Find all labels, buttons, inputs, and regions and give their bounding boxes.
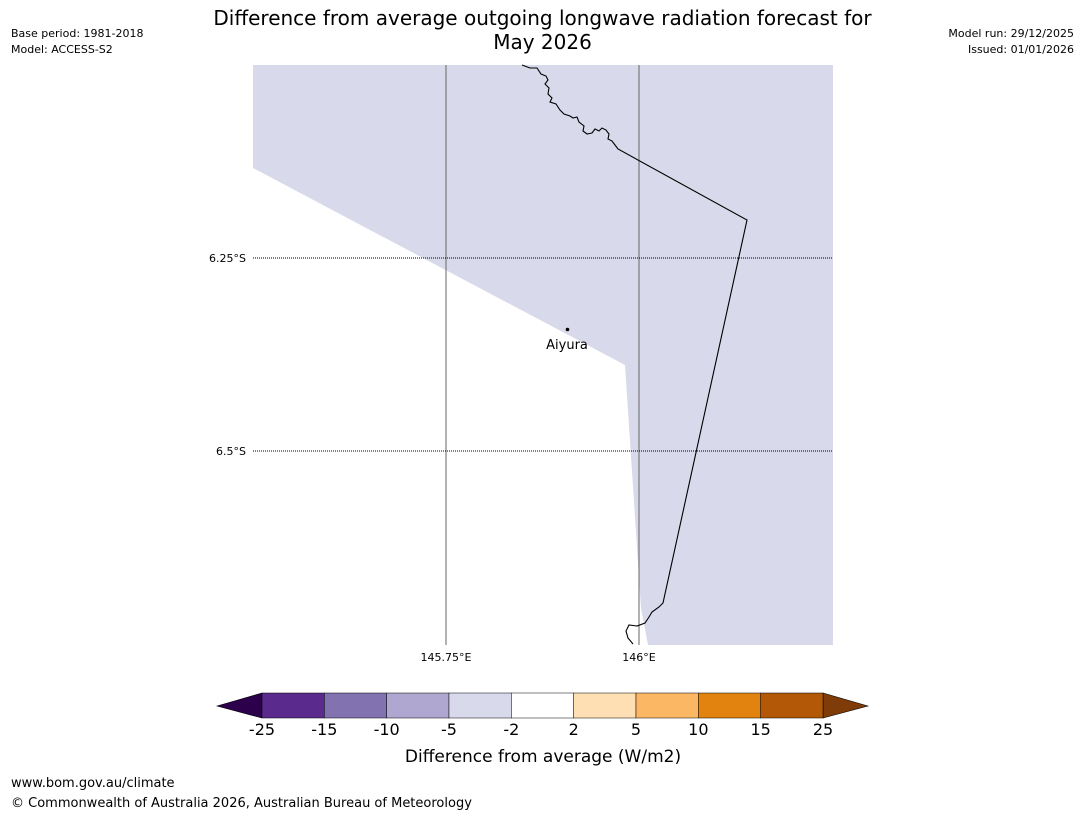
map-title-line1: Difference from average outgoing longwav… <box>213 6 872 30</box>
lon-label: 146°E <box>622 651 655 664</box>
colorbar-tick-label: 2 <box>569 720 579 739</box>
issued-text: Issued: 01/01/2026 <box>967 43 1074 56</box>
footer: www.bom.gov.au/climate © Commonwealth of… <box>11 774 472 814</box>
border-line <box>521 64 748 645</box>
colorbar-tick-label: -5 <box>441 720 457 739</box>
colorbar-tick-label: 15 <box>750 720 770 739</box>
colorbar: -25 -15 -10 -5 -2 2 5 10 15 25 Difference from av… <box>215 692 870 767</box>
place-marker <box>565 327 570 332</box>
colorbar-segment <box>635 692 699 719</box>
colorbar-tick-label: -15 <box>311 720 337 739</box>
footer-copyright: © Commonwealth of Australia 2026, Austra… <box>11 796 472 811</box>
colorbar-segment <box>324 692 387 719</box>
place-label: Aiyura <box>546 338 588 353</box>
model-run-text: Model run: 29/12/2025 <box>948 27 1074 40</box>
colorbar-segment <box>760 692 824 719</box>
colorbar-segment <box>511 692 574 719</box>
footer-url[interactable]: www.bom.gov.au/climate <box>11 776 175 791</box>
colorbar-tick-label: 10 <box>688 720 708 739</box>
lat-label: 6.25°S <box>209 252 246 265</box>
model-text: Model: ACCESS-S2 <box>11 43 113 56</box>
colorbar-segment <box>698 692 761 719</box>
colorbar-tick-label: 5 <box>631 720 641 739</box>
colorbar-tick-label: -25 <box>249 720 275 739</box>
colorbar-tick-label: 25 <box>813 720 833 739</box>
meta-right: Model run: 29/12/2025 Issued: 01/01/2026 <box>948 26 1074 58</box>
map-title: Difference from average outgoing longwav… <box>0 6 1085 54</box>
lon-label: 145.75°E <box>421 651 472 664</box>
lat-label: 6.5°S <box>216 445 246 458</box>
colorbar-segment <box>386 692 450 719</box>
anomaly-fill-region <box>253 65 833 645</box>
base-period-text: Base period: 1981-2018 <box>11 27 144 40</box>
colorbar-over-arrow <box>822 692 870 719</box>
colorbar-segment <box>573 692 637 719</box>
colorbar-tick-label: -10 <box>374 720 400 739</box>
meta-left: Base period: 1981-2018 Model: ACCESS-S2 <box>11 26 143 58</box>
colorbar-segment <box>261 692 325 719</box>
colorbar-tick-label: -2 <box>503 720 519 739</box>
colorbar-title: Difference from average (W/m2) <box>405 747 681 767</box>
colorbar-segment <box>448 692 512 719</box>
colorbar-under-arrow <box>215 692 263 719</box>
map-panel: Aiyura 6.25°S 6.5°S 145.75°E 146°E <box>209 64 833 664</box>
map-title-line2: May 2026 <box>493 30 592 54</box>
